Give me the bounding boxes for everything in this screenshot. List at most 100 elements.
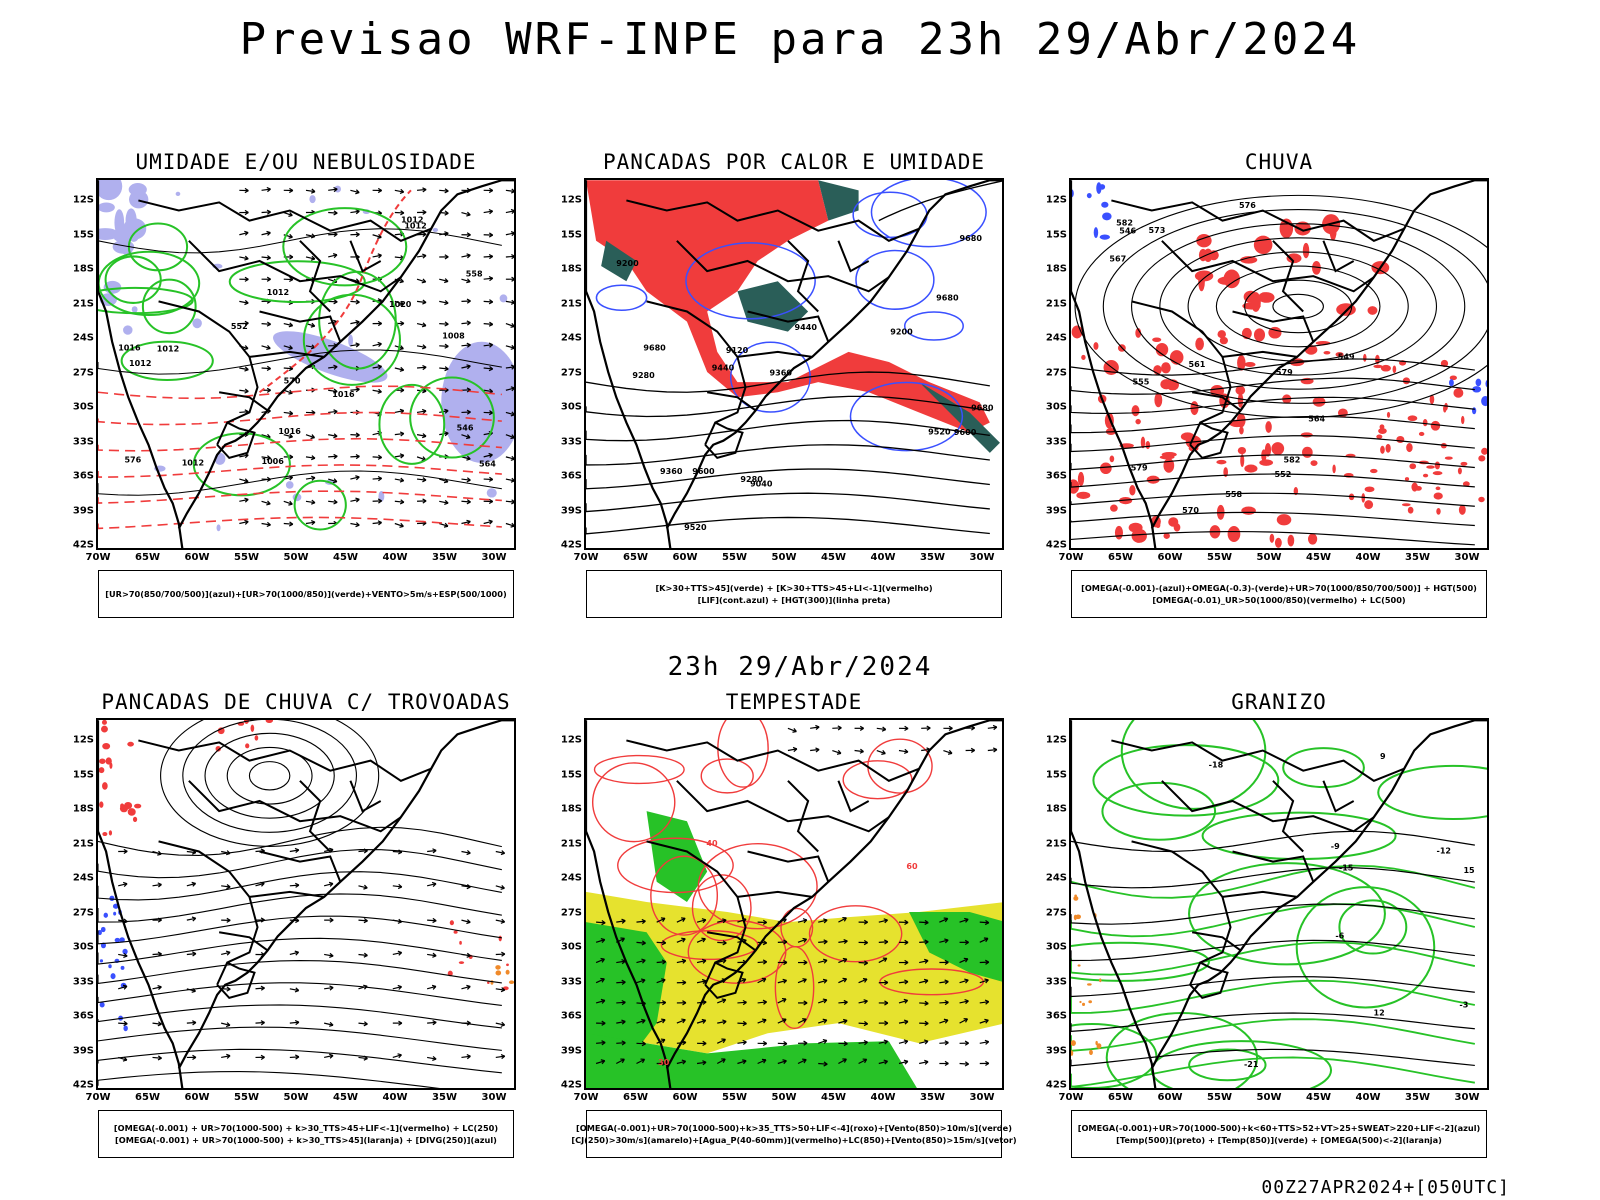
run-stamp: 00Z27APR2024+[050UTC] [1261,1177,1510,1198]
lon-tick-label: 50W [283,552,309,563]
lon-tick-label: 55W [234,1092,259,1103]
lon-tick-label: 60W [1157,552,1183,563]
contour-label: 570 [284,376,301,385]
lat-tick-label: 21S [72,838,94,849]
lat-tick-label: 18S [560,263,582,275]
lon-tick-label: 50W [771,552,797,563]
lon-tick-label: 60W [672,552,698,563]
lon-tick-label: 55W [722,552,747,563]
lat-tick-label: 18S [72,263,94,275]
contour-label: 9600 [692,467,715,476]
lon-tick-label: 50W [1256,1092,1282,1103]
contour-label: 9680 [971,404,994,413]
contour-label: 9280 [632,371,655,380]
lon-tick-label: 70W [573,1092,599,1103]
panel-title: CHUVA [1244,150,1314,174]
latitude-axis: 12S 15S 18S 21S 24S 27S 30S 33S 36S 39S 42S [1031,178,1067,551]
contour-label: 564 [1308,414,1325,423]
lon-tick-label: 65W [135,552,160,563]
contour-label: 555 [1132,377,1149,386]
lat-tick-label: 18S [560,803,582,815]
legend-box: [UR>70(850/700/500)](azul)+[UR>70(1000/8… [98,570,514,618]
lat-tick-label: 39S [72,505,94,516]
longitude-axis: 70W 65W 60W 55W 50W 45W 40W 35W 30W [574,552,1004,566]
lon-tick-label: 70W [1058,1092,1084,1103]
lat-tick-label: 12S [560,194,582,206]
contour-label: 9680 [643,343,666,352]
contour-label: 579 [1276,368,1293,377]
contour-label: -3 [1459,1000,1468,1009]
lat-tick-label: 42S [560,1079,582,1091]
lon-tick-label: 50W [283,1092,309,1103]
legend-line: [CJ(250)>30m/s](amarelo)+[Agua_P(40-60mm… [571,1135,1017,1145]
contour-label: -12 [1436,847,1451,856]
contour-label: 9200 [616,259,639,268]
lat-tick-label: 30S [72,941,94,953]
lat-tick-label: 30S [1045,401,1067,413]
legend-line: [Temp(500)](preto) + [Temp(850)](verde) … [1116,1135,1442,1145]
longitude-axis: 70W 65W 60W 55W 50W 45W 40W 35W 30W [1059,1092,1489,1106]
lat-tick-label: 30S [560,401,582,413]
lat-tick-label: 18S [72,803,94,815]
contour-label: 30 [658,1058,670,1067]
lat-tick-label: 21S [72,298,94,309]
lon-tick-label: 50W [1256,552,1282,563]
contour-label: 40 [706,839,718,848]
contour-label: 546 [457,424,474,433]
lat-tick-label: 27S [560,907,582,918]
longitude-axis: 70W 65W 60W 55W 50W 45W 40W 35W 30W [1059,552,1489,566]
lat-tick-label: 27S [1045,367,1067,378]
lon-tick-label: 45W [821,1092,846,1103]
contour-label: 1012 [401,216,423,225]
lon-tick-label: 30W [481,552,507,563]
map-canvas: 9680 9680 9680 9680 9600 9600 9520 9520 9440 9440… [584,178,1004,550]
lat-tick-label: 39S [560,505,582,516]
lon-tick-label: 55W [1207,1092,1232,1103]
contour-label: 1012 [129,359,151,368]
legend-line: [LIF](cont.azul) + [HGT(300)](linha pret… [697,595,891,605]
contour-label: 546 [1119,226,1136,235]
contour-label: 558 [1225,490,1242,499]
contour-label: 9200 [890,327,913,336]
legend-line: [OMEGA(-0.01)_UR>50(1000/850)(vermelho) … [1152,595,1406,605]
map-svg: 582 582 579 579 576 573 570 567 564 561 558 555 552 5… [1071,180,1487,548]
contour-label: 1016 [332,390,355,399]
lon-tick-label: 45W [1306,1092,1331,1103]
map-canvas: 60 40 30 [584,718,1004,1090]
contour-label: 1012 [182,459,204,468]
lat-tick-label: 36S [72,1010,94,1022]
contour-label: 561 [1189,360,1206,369]
lat-tick-label: 15S [1045,229,1067,240]
legend-line: [OMEGA(-0.001)-(azul)+OMEGA(-0.3)-(verde… [1081,583,1477,593]
lat-tick-label: 36S [72,470,94,482]
legend-box: [OMEGA(-0.001)-(azul)+OMEGA(-0.3)-(verde… [1071,570,1487,618]
lat-tick-label: 24S [72,332,94,344]
lat-tick-label: 36S [1045,1010,1067,1022]
contour-label: 552 [231,322,248,331]
lon-tick-label: 60W [672,1092,698,1103]
contour-label: 9 [1380,752,1386,761]
panel-title: PANCADAS DE CHUVA C/ TROVOADAS [101,690,511,714]
lon-tick-label: 40W [870,1092,896,1103]
lat-tick-label: 39S [560,1045,582,1056]
contour-label: 9040 [750,479,773,488]
lon-tick-label: 45W [821,552,846,563]
lat-tick-label: 33S [72,976,94,987]
lon-tick-label: 70W [1058,552,1084,563]
contour-label: 570 [1182,506,1199,515]
lat-tick-label: 15S [560,229,582,240]
lat-tick-label: 21S [560,298,582,309]
panel-title: GRANIZO [1231,690,1327,714]
lon-tick-label: 70W [85,552,111,563]
contour-label: 579 [1131,464,1148,473]
legend-line: [OMEGA(-0.001) + UR>70(1000-500) + k>30_… [113,1123,499,1133]
lat-tick-label: 33S [560,436,582,447]
lon-tick-label: 30W [1454,1092,1480,1103]
lat-tick-label: 24S [1045,332,1067,344]
lon-tick-label: 55W [1207,552,1232,563]
main-title: Previsao WRF-INPE para 23h 29/Abr/2024 [239,14,1361,65]
lat-tick-label: 21S [560,838,582,849]
contour-label: 1012 [404,221,426,230]
contour-label: 1012 [267,288,289,297]
map-canvas: 1012 1012 1012 1016 1020 1012 570 576 1016 1012 56… [96,178,516,550]
